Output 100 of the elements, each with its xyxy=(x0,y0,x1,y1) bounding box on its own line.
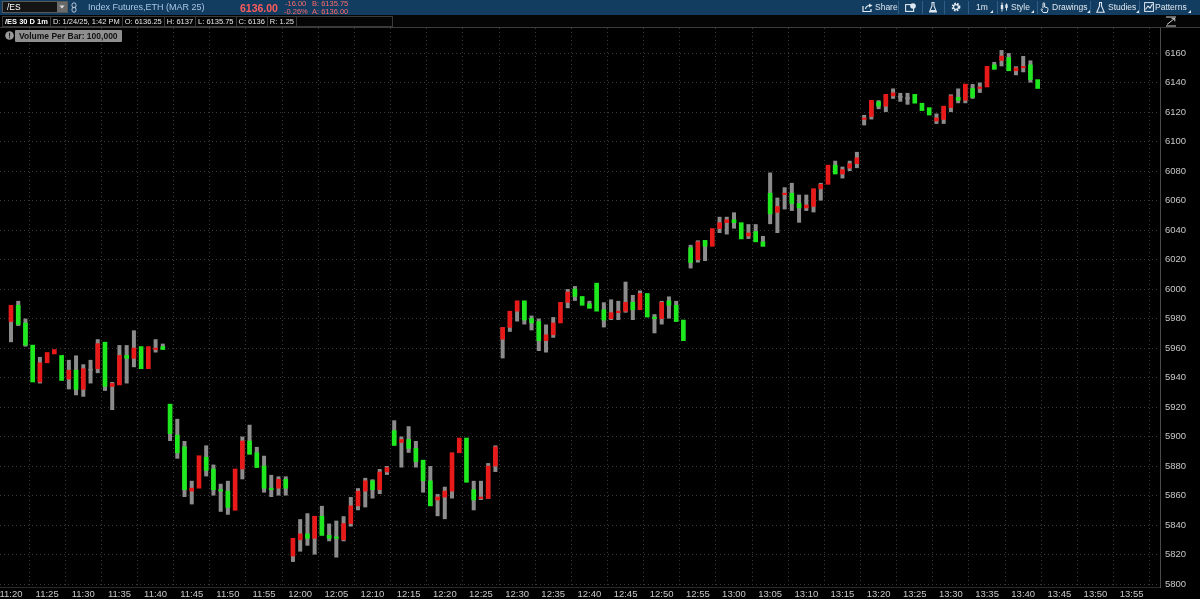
candlestick xyxy=(709,228,715,247)
candlestick xyxy=(203,445,209,477)
candlestick xyxy=(912,94,918,104)
candlestick xyxy=(254,446,260,468)
x-tick-label: 12:20 xyxy=(432,588,457,599)
x-tick-label: 13:15 xyxy=(830,588,855,599)
candlestick xyxy=(247,424,252,455)
candlestick xyxy=(15,300,21,326)
candlestick xyxy=(240,436,245,480)
x-tick-label: 12:40 xyxy=(577,588,602,599)
x-tick-label: 11:55 xyxy=(252,588,276,599)
candlestick xyxy=(124,345,129,384)
x-tick-label: 11:45 xyxy=(180,588,204,599)
candlestick xyxy=(681,319,686,342)
candlestick xyxy=(782,187,787,210)
candlestick xyxy=(268,474,274,498)
candlestick xyxy=(644,293,650,318)
y-tick-label: 5900 xyxy=(1165,430,1187,442)
y-tick-label: 5980 xyxy=(1165,312,1187,324)
candlestick xyxy=(370,479,375,499)
y-tick-label: 6000 xyxy=(1165,282,1187,294)
x-tick-label: 13:25 xyxy=(902,588,927,599)
x-tick-label: 13:05 xyxy=(758,588,783,599)
y-tick-label: 6040 xyxy=(1165,223,1187,235)
x-tick-label: 13:30 xyxy=(939,588,963,599)
y-tick-label: 5840 xyxy=(1165,518,1187,530)
candlestick xyxy=(442,486,448,520)
x-tick-label: 12:55 xyxy=(685,588,710,599)
y-tick-label: 6100 xyxy=(1165,135,1187,147)
x-tick-label: 11:30 xyxy=(71,588,95,599)
candlestick xyxy=(926,107,932,116)
candlestick xyxy=(630,294,636,321)
text: 1m xyxy=(976,2,988,13)
candlestick xyxy=(963,83,968,104)
text: Patterns xyxy=(1155,2,1187,13)
x-tick-label: 13:40 xyxy=(1011,588,1036,599)
x-tick-label: 12:30 xyxy=(505,588,529,599)
y-tick-label: 6020 xyxy=(1165,253,1187,265)
candlestick xyxy=(399,436,404,468)
x-tick-label: 12:05 xyxy=(324,588,349,599)
candlestick xyxy=(88,359,93,384)
candlestick xyxy=(594,282,599,312)
candlestick xyxy=(543,324,549,353)
candlestick xyxy=(362,477,368,508)
y-tick-label: 5820 xyxy=(1165,548,1187,560)
candlestick xyxy=(550,317,556,338)
candlestick xyxy=(174,418,180,459)
candlestick xyxy=(80,364,86,397)
candlestick xyxy=(456,437,462,454)
y-tick-label: 5920 xyxy=(1165,400,1187,412)
candlestick xyxy=(341,516,346,542)
candlestick xyxy=(312,515,317,555)
candlestick xyxy=(673,300,679,322)
candlestick xyxy=(738,222,744,240)
x-tick-label: 11:20 xyxy=(0,588,23,599)
candlestick xyxy=(688,244,693,269)
x-tick-label: 12:15 xyxy=(396,588,421,599)
y-tick-label: 5960 xyxy=(1165,341,1187,353)
x-tick-label: 12:45 xyxy=(613,588,638,599)
y-tick-label: 6080 xyxy=(1165,164,1187,176)
candlestick xyxy=(30,344,35,383)
candlestick xyxy=(579,296,585,306)
candlestick xyxy=(182,440,187,498)
candlestick xyxy=(471,480,477,511)
text: Share xyxy=(875,2,898,13)
candlestick xyxy=(297,519,303,552)
candlestick xyxy=(500,327,505,359)
x-tick-label: 12:35 xyxy=(541,588,566,599)
candlestick xyxy=(789,182,795,211)
y-tick-label: 6060 xyxy=(1165,194,1187,206)
x-tick-label: 12:50 xyxy=(649,588,674,599)
x-tick-label: 12:10 xyxy=(360,588,385,599)
text: Style xyxy=(1011,2,1030,13)
y-tick-label: 5800 xyxy=(1165,577,1187,589)
text: Drawings xyxy=(1052,2,1088,13)
candlestick xyxy=(464,437,469,483)
candlestick xyxy=(305,513,310,546)
candlestick xyxy=(869,99,874,120)
y-tick-label: 6140 xyxy=(1165,76,1187,88)
candlestick xyxy=(283,476,289,496)
candlestick xyxy=(811,188,816,213)
candlestick xyxy=(218,483,224,512)
candlestick xyxy=(109,381,115,411)
candlestick xyxy=(59,355,64,381)
y-tick-label: 5880 xyxy=(1165,459,1187,471)
candlestick xyxy=(1035,79,1040,89)
x-tick-label: 13:35 xyxy=(975,588,999,599)
y-tick-label: 6120 xyxy=(1165,105,1187,117)
y-tick-label: 6160 xyxy=(1165,46,1187,58)
candlestick xyxy=(717,216,722,234)
candlestick xyxy=(558,302,563,324)
x-tick-label: 11:40 xyxy=(144,588,168,599)
x-tick-label: 12:00 xyxy=(288,588,313,599)
candlestick xyxy=(615,300,621,321)
candlestick xyxy=(536,318,542,352)
text: Index Futures,ETH (MAR 25) xyxy=(88,2,205,13)
candlestick xyxy=(211,464,216,496)
candlestick xyxy=(276,476,281,496)
candlestick xyxy=(522,300,527,325)
candlestick xyxy=(623,281,628,313)
